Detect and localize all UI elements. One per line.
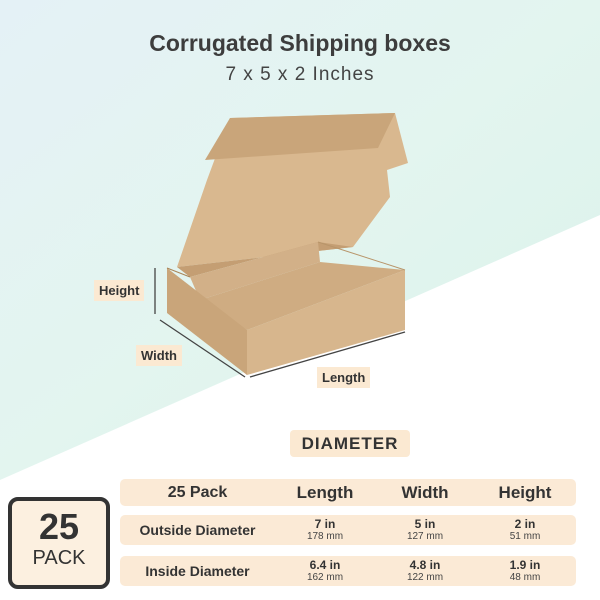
page-title: Corrugated Shipping boxes xyxy=(149,30,451,56)
cell-mm: 162 mm xyxy=(306,572,344,583)
cell-in: 4.8 in xyxy=(409,558,441,572)
cell-mm: 178 mm xyxy=(306,531,344,542)
cell-in: 6.4 in xyxy=(309,558,341,572)
pack-count: 25 xyxy=(38,506,80,547)
row-label: Outside Diameter xyxy=(139,522,256,538)
cell-in: 7 in xyxy=(314,517,336,531)
page-subtitle: 7 x 5 x 2 Inches xyxy=(225,64,375,85)
cell-in: 5 in xyxy=(414,517,436,531)
header-pack: 25 Pack xyxy=(167,483,228,501)
section-heading: DIAMETER xyxy=(290,430,410,457)
width-label: Width xyxy=(136,345,182,366)
cardboard-box-image xyxy=(166,113,408,375)
cell-mm: 127 mm xyxy=(406,531,444,542)
cell-in: 2 in xyxy=(514,517,536,531)
pack-unit: PACK xyxy=(32,547,86,569)
length-label: Length xyxy=(317,367,371,388)
row-label: Inside Diameter xyxy=(145,563,250,579)
cell-mm: 51 mm xyxy=(509,531,541,542)
height-label: Height xyxy=(94,280,145,301)
dimension-lines xyxy=(154,268,406,378)
header-height: Height xyxy=(498,482,552,502)
header-length: Length xyxy=(296,482,354,502)
header-width: Width xyxy=(401,482,449,502)
table-row: Outside Diameter 7 in 178 mm 5 in 127 mm 2… xyxy=(120,515,576,545)
table-row: Inside Diameter 6.4 in 162 mm 4.8 in 122 m… xyxy=(120,556,576,586)
pack-badge: 25 PACK xyxy=(8,497,110,589)
cell-in: 1.9 in xyxy=(509,558,541,572)
cell-mm: 48 mm xyxy=(509,572,541,583)
cell-mm: 122 mm xyxy=(406,572,444,583)
table-header: 25 Pack Length Width Height xyxy=(120,479,576,506)
